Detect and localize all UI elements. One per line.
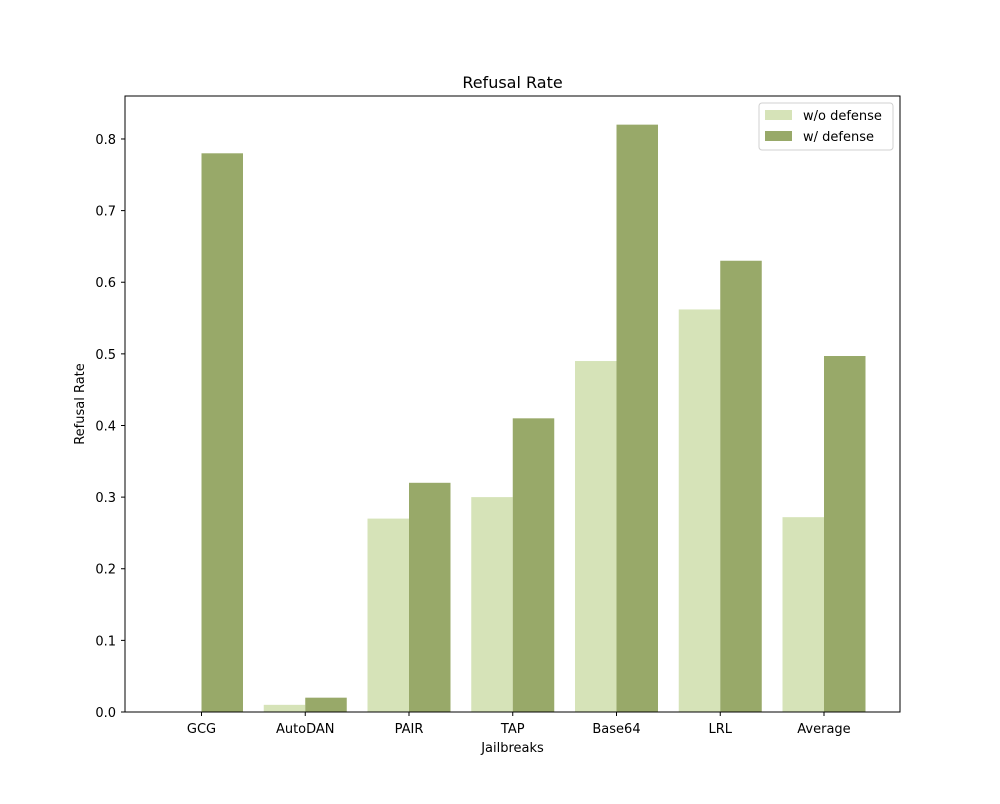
y-tick-label: 0.5	[95, 348, 116, 363]
x-tick-label-lrl: LRL	[708, 722, 732, 737]
bar-w-o-defense-average	[782, 517, 824, 712]
legend-box	[758, 102, 894, 151]
x-tick-label-tap: TAP	[500, 722, 525, 737]
bar-w-o-defense-pair	[367, 518, 409, 712]
bar-w-o-defense-lrl	[678, 309, 721, 712]
bar-w-defense-average	[824, 356, 866, 712]
y-tick-label: 0.0	[95, 706, 116, 721]
x-tick-label-gcg: GCG	[187, 722, 216, 737]
y-axis-label: Refusal Rate	[73, 363, 88, 445]
bar-w-o-defense-base64	[575, 361, 617, 712]
y-tick-label: 0.4	[95, 419, 116, 434]
x-tick-label-autodan: AutoDAN	[276, 722, 335, 737]
x-tick-label-average: Average	[797, 722, 850, 737]
ticks-layer: GCG AutoDAN PAIR TAP Base64 LRL Average 0.0 0.1 0…	[95, 133, 850, 737]
legend-swatch-w-defense	[765, 131, 792, 141]
bar-w-defense-base64	[616, 124, 658, 712]
x-tick-label-pair: PAIR	[395, 722, 424, 737]
bar-w-defense-gcg	[201, 153, 243, 713]
bar-w-defense-tap	[512, 418, 555, 712]
y-tick-label: 0.6	[95, 276, 116, 291]
bar-w-o-defense-tap	[471, 497, 513, 712]
bar-w-o-defense-autodan	[263, 704, 306, 712]
x-axis-label: Jailbreaks	[480, 741, 544, 756]
y-tick-label: 0.8	[95, 133, 116, 148]
legend: w/o defense w/ defense	[758, 102, 894, 151]
bars-layer	[201, 124, 866, 713]
bar-w-defense-autodan	[305, 697, 347, 712]
y-tick-label: 0.7	[95, 205, 116, 220]
legend-label-wo-defense: w/o defense	[803, 109, 882, 124]
plot-frame	[124, 95, 901, 713]
y-tick-label: 0.2	[95, 563, 116, 578]
bar-w-defense-lrl	[720, 260, 762, 712]
x-tick-label-base64: Base64	[592, 722, 640, 737]
legend-label-w-defense: w/ defense	[803, 130, 874, 145]
y-tick-label: 0.1	[95, 634, 116, 649]
chart-title: Refusal Rate	[462, 73, 562, 92]
y-tick-label: 0.3	[95, 491, 116, 506]
legend-swatch-wo-defense	[765, 110, 792, 120]
bar-w-defense-pair	[409, 482, 451, 712]
